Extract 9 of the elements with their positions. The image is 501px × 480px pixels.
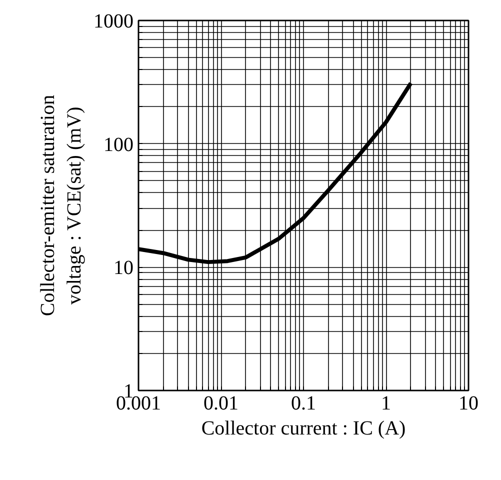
y-tick-label: 1000 [94,10,134,32]
x-tick-label: 0.01 [204,392,238,414]
y-axis-title: Collector-emitter saturation voltage : VCE(sat) (mV) [37,94,86,316]
y-tick-label: 10 [114,257,134,280]
x-tick-label: 1 [381,392,391,414]
x-tick-label: 10 [458,392,478,414]
y-tick-label: 100 [104,134,134,156]
x-axis-title: Collector current : IC (A) [201,418,406,440]
x-tick-label: 0.1 [291,392,316,414]
